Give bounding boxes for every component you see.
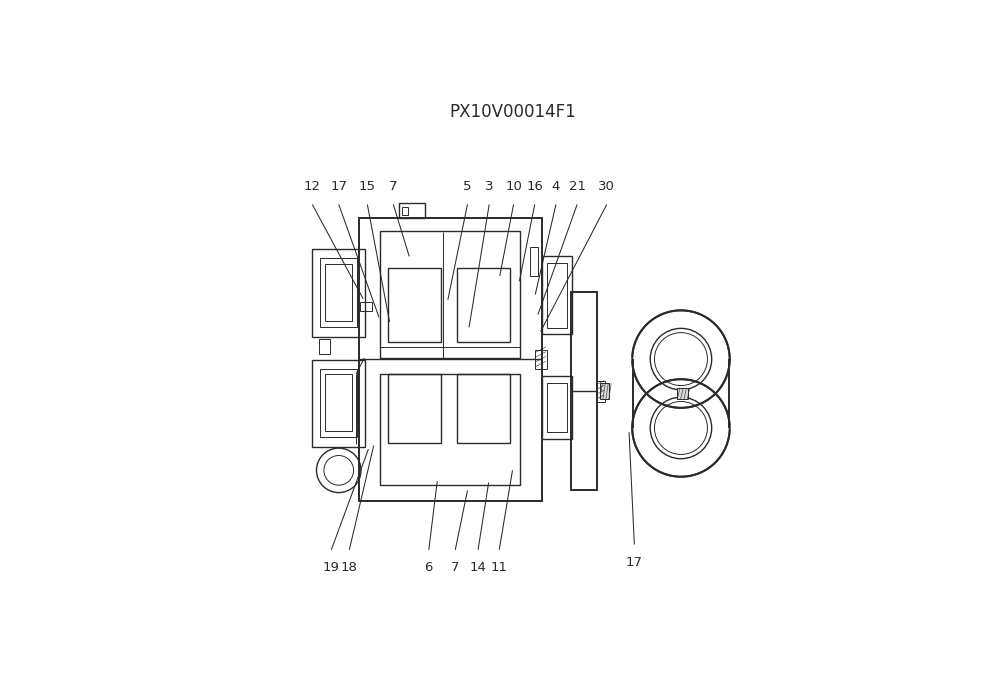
Bar xyxy=(547,383,567,432)
Bar xyxy=(677,388,688,399)
Text: 19: 19 xyxy=(323,561,340,574)
Text: 17: 17 xyxy=(626,556,643,569)
Text: 10: 10 xyxy=(505,180,522,193)
Text: 6: 6 xyxy=(425,561,433,574)
Bar xyxy=(535,350,547,369)
Bar xyxy=(596,380,605,402)
Bar xyxy=(542,256,572,334)
Text: 5: 5 xyxy=(463,180,472,193)
Text: 7: 7 xyxy=(389,180,398,193)
Bar xyxy=(457,374,510,443)
Text: 21: 21 xyxy=(569,180,586,193)
Text: 14: 14 xyxy=(470,561,487,574)
Bar xyxy=(457,268,510,342)
Text: 11: 11 xyxy=(491,561,508,574)
Bar xyxy=(319,339,330,354)
Bar xyxy=(360,302,372,312)
Text: 15: 15 xyxy=(359,180,376,193)
Bar xyxy=(530,247,538,276)
Text: 18: 18 xyxy=(341,561,358,574)
Text: 17: 17 xyxy=(330,180,347,193)
Text: 3: 3 xyxy=(485,180,493,193)
Bar xyxy=(388,374,441,443)
Bar xyxy=(325,374,352,431)
Bar xyxy=(312,360,365,447)
Bar xyxy=(359,217,542,501)
Text: 4: 4 xyxy=(552,180,560,193)
Bar xyxy=(380,374,520,485)
Bar xyxy=(325,264,352,321)
Bar xyxy=(542,376,572,438)
Bar xyxy=(600,383,609,399)
Text: PX10V00014F1: PX10V00014F1 xyxy=(449,103,576,120)
Bar xyxy=(571,292,597,491)
Bar xyxy=(399,203,425,217)
Text: 12: 12 xyxy=(304,180,321,193)
Text: 16: 16 xyxy=(526,180,543,193)
Bar xyxy=(388,268,441,342)
Bar xyxy=(380,231,520,358)
Text: 7: 7 xyxy=(451,561,460,574)
Bar xyxy=(320,259,357,327)
Bar xyxy=(402,207,408,215)
Bar xyxy=(320,369,357,438)
Bar xyxy=(547,263,567,328)
Bar xyxy=(312,250,365,337)
Text: 30: 30 xyxy=(598,180,615,193)
